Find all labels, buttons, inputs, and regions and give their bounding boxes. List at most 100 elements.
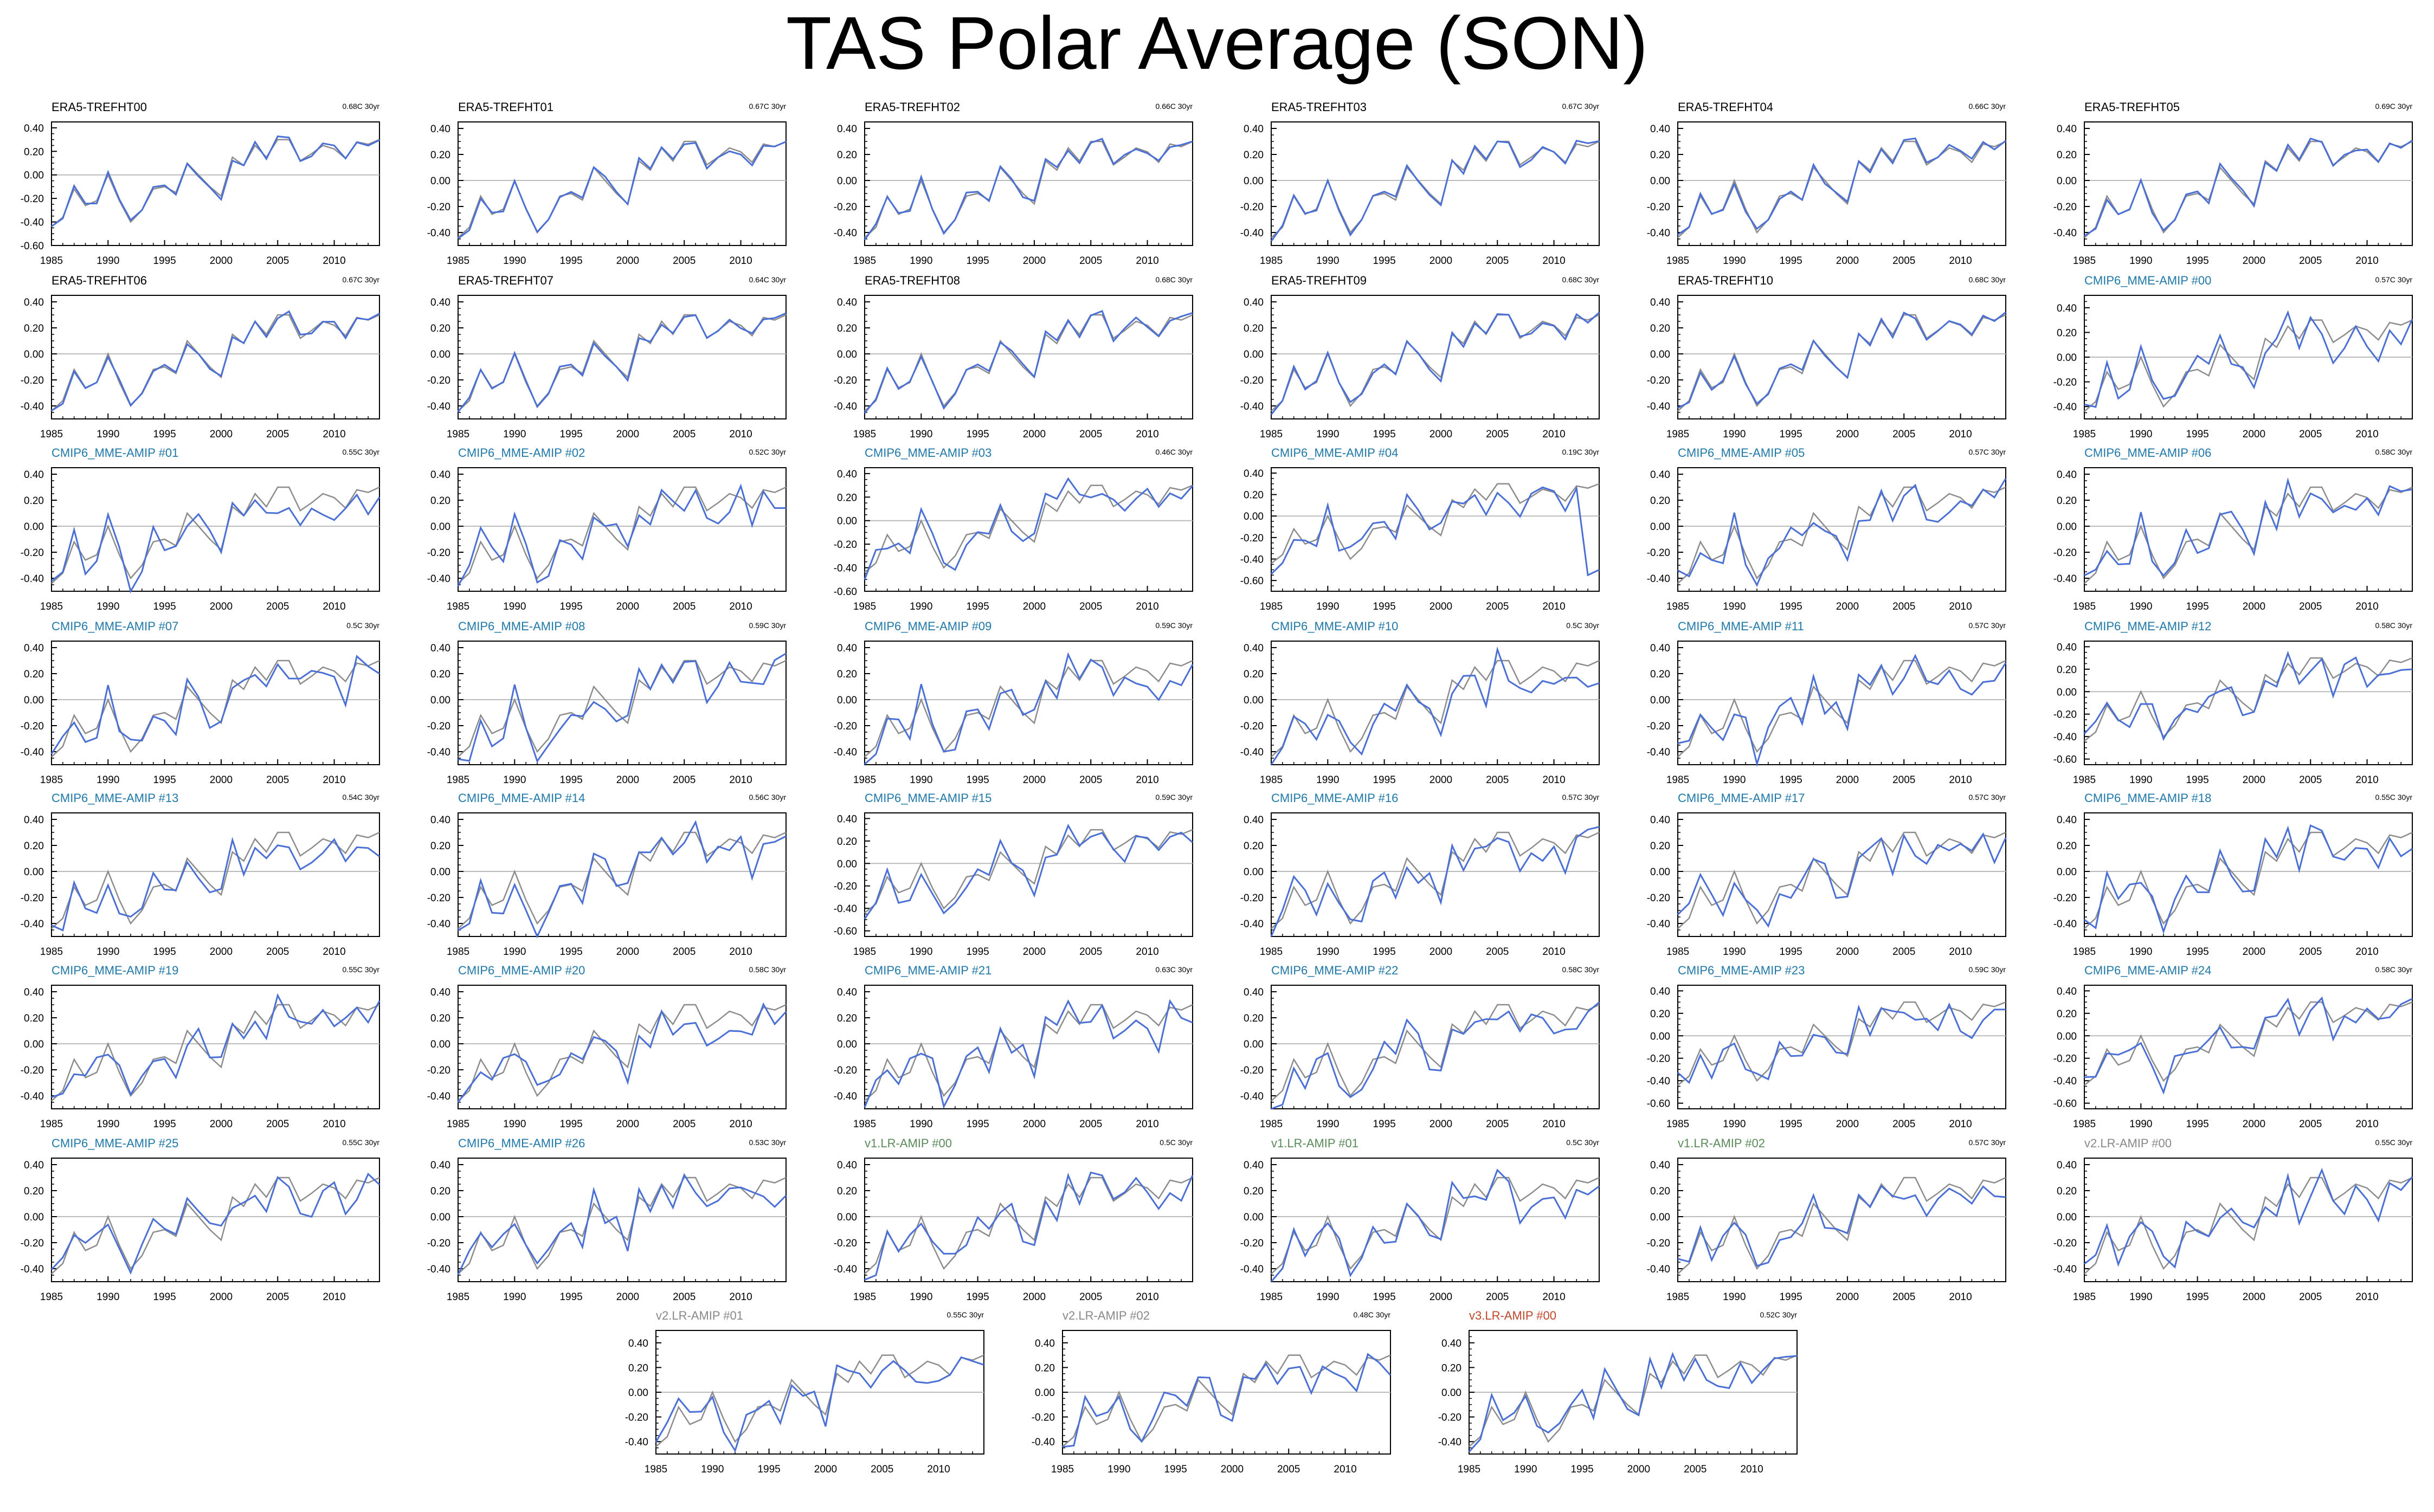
x-tick-label: 2010 <box>1542 429 1565 440</box>
obs-series-line <box>1062 1354 1391 1448</box>
model-series-line <box>50 1172 381 1275</box>
x-tick-label: 2010 <box>729 774 752 786</box>
x-tick-label: 2005 <box>1277 1464 1300 1475</box>
y-tick-label: 0.20 <box>24 1186 44 1197</box>
y-tick-label: 0.20 <box>430 669 450 680</box>
x-tick-label: 2000 <box>2243 255 2265 267</box>
y-tick-label: 0.20 <box>1244 323 1264 334</box>
x-tick-label: 2010 <box>2355 601 2378 612</box>
panel-title: ERA5-TREFHT03 <box>1271 100 1367 114</box>
x-tick-label: 1985 <box>1666 946 1689 958</box>
y-tick-label: 0.00 <box>1244 176 1264 187</box>
trend-label: 0.69C 30yr <box>2375 102 2413 111</box>
y-tick-label: 0.00 <box>24 170 44 182</box>
y-tick-label: 0.00 <box>1244 1039 1264 1050</box>
y-tick-label: -0.40 <box>834 228 857 239</box>
x-tick-label: 1990 <box>503 946 526 958</box>
y-tick-label: -0.40 <box>1032 1437 1055 1448</box>
y-tick-label: -0.40 <box>625 1437 648 1448</box>
y-tick-label: -0.20 <box>427 893 450 904</box>
obs-series-line <box>458 1177 787 1275</box>
x-tick-label: 2005 <box>673 946 696 958</box>
x-tick-label: 2010 <box>2355 946 2378 958</box>
y-tick-label: -0.40 <box>1647 573 1670 585</box>
model-series-line <box>2084 824 2413 934</box>
panel-title: CMIP6_MME-AMIP #25 <box>51 1136 178 1150</box>
panel-title: v2.LR-AMIP #00 <box>2084 1136 2172 1150</box>
panel-title: CMIP6_MME-AMIP #21 <box>865 964 991 977</box>
x-tick-label: 2010 <box>1136 946 1158 958</box>
x-tick-label: 1995 <box>2186 429 2208 440</box>
plot-frame <box>51 295 380 419</box>
model-series-line <box>1677 832 2007 928</box>
x-tick-label: 1995 <box>153 601 176 612</box>
x-tick-label: 2000 <box>616 774 639 786</box>
obs-series-line <box>1271 1177 1600 1275</box>
x-tick-label: 1990 <box>1316 1291 1339 1303</box>
y-tick-label: 0.40 <box>2057 986 2077 997</box>
x-tick-label: 1990 <box>910 255 932 267</box>
y-tick-label: -0.20 <box>21 721 44 732</box>
plot-frame <box>51 121 380 246</box>
y-tick-label: -0.20 <box>834 375 857 386</box>
x-tick-label: 1995 <box>559 774 582 786</box>
x-tick-label: 1990 <box>910 774 932 786</box>
x-tick-label: 1990 <box>2129 1291 2152 1303</box>
x-tick-label: 1985 <box>447 1291 469 1303</box>
x-tick-label: 2010 <box>1136 601 1158 612</box>
obs-series-line <box>864 1177 1193 1275</box>
obs-series-line <box>864 660 1193 758</box>
x-tick-label: 2000 <box>1836 429 1859 440</box>
y-tick-label: -0.40 <box>2053 573 2077 585</box>
x-tick-label: 1995 <box>1164 1464 1187 1475</box>
x-tick-label: 2010 <box>1949 1119 1972 1130</box>
x-tick-label: 2000 <box>1836 1119 1859 1130</box>
plot-frame <box>2084 1158 2413 1282</box>
y-tick-label: 0.00 <box>2057 352 2077 364</box>
plot-frame <box>1271 812 1600 937</box>
obs-series-line <box>51 831 380 929</box>
model-series-line <box>1271 1001 1600 1110</box>
x-tick-label: 1995 <box>2186 1291 2208 1303</box>
plot-frame <box>51 812 380 937</box>
plot-frame <box>2084 812 2413 937</box>
trend-label: 0.48C 30yr <box>1354 1310 1391 1319</box>
x-tick-label: 1995 <box>1570 1464 1593 1475</box>
x-tick-label: 1985 <box>447 255 469 267</box>
x-tick-label: 1985 <box>1666 429 1689 440</box>
y-tick-label: -0.40 <box>21 919 44 930</box>
x-tick-label: 2005 <box>1079 1291 1102 1303</box>
x-tick-label: 1990 <box>503 429 526 440</box>
y-tick-label: 0.20 <box>24 1013 44 1024</box>
obs-series-line <box>2084 140 2413 238</box>
x-tick-label: 2000 <box>2243 1291 2265 1303</box>
y-tick-label: 0.40 <box>1244 1160 1264 1171</box>
x-tick-label: 2000 <box>616 946 639 958</box>
plot-frame <box>864 121 1193 246</box>
plot-frame <box>458 1158 787 1282</box>
y-tick-label: -0.60 <box>834 586 857 598</box>
y-tick-label: -0.20 <box>427 721 450 732</box>
model-series-line <box>1468 1352 1798 1452</box>
plot-frame <box>1271 467 1600 592</box>
x-tick-label: 1985 <box>40 946 63 958</box>
model-series-line <box>457 1002 787 1103</box>
x-tick-label: 1990 <box>910 946 932 958</box>
x-tick-label: 2005 <box>2299 946 2322 958</box>
obs-series-line <box>655 1354 984 1448</box>
panel-title: v3.LR-AMIP #00 <box>1469 1309 1556 1322</box>
model-series-line <box>2084 1167 2413 1269</box>
y-tick-label: -0.40 <box>1438 1437 1461 1448</box>
x-tick-label: 2010 <box>1949 255 1972 267</box>
y-tick-label: -0.40 <box>1240 401 1264 412</box>
x-tick-label: 1990 <box>96 774 119 786</box>
x-tick-label: 1990 <box>2129 774 2152 786</box>
y-tick-label: 0.20 <box>2057 1009 2077 1020</box>
x-tick-label: 1985 <box>2073 946 2096 958</box>
x-tick-label: 1995 <box>757 1464 780 1475</box>
panel-title: CMIP6_MME-AMIP #06 <box>2084 446 2211 460</box>
